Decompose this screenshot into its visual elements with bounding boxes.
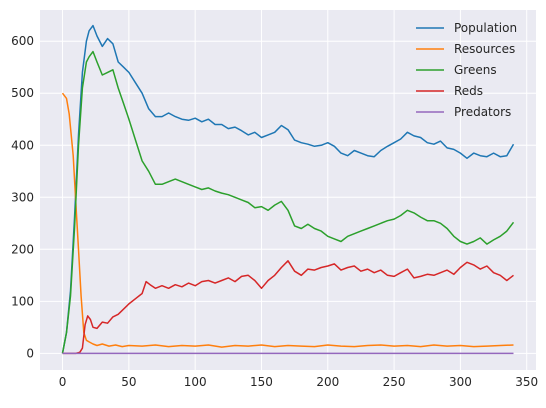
y-tick-label: 500 bbox=[11, 86, 34, 100]
y-tick-label: 0 bbox=[26, 346, 34, 360]
series-line-greens bbox=[61, 50, 515, 354]
legend-label-reds: Reds bbox=[454, 84, 483, 98]
legend-label-population: Population bbox=[454, 21, 517, 35]
y-tick-label: 200 bbox=[11, 242, 34, 256]
y-axis-ticks: 0 100 200 300 400 500 600 bbox=[11, 34, 536, 360]
x-axis-ticks: 0 50 100 150 200 250 300 350 bbox=[59, 10, 538, 389]
legend-label-resources: Resources bbox=[454, 42, 515, 56]
series-lines bbox=[61, 24, 515, 355]
x-tick-label: 250 bbox=[383, 375, 406, 389]
x-tick-label: 50 bbox=[121, 375, 136, 389]
series-line-reds bbox=[62, 260, 514, 355]
legend-label-predators: Predators bbox=[454, 105, 511, 119]
legend-label-greens: Greens bbox=[454, 63, 497, 77]
y-tick-label: 400 bbox=[11, 138, 34, 152]
y-tick-label: 600 bbox=[11, 34, 34, 48]
x-tick-label: 200 bbox=[316, 375, 339, 389]
legend: Population Resources Greens Reds Predators bbox=[416, 21, 517, 119]
series-line-resources bbox=[61, 92, 514, 348]
x-tick-label: 350 bbox=[515, 375, 538, 389]
x-tick-label: 100 bbox=[184, 375, 207, 389]
x-tick-label: 300 bbox=[449, 375, 472, 389]
y-tick-label: 300 bbox=[11, 190, 34, 204]
y-tick-label: 100 bbox=[11, 294, 34, 308]
x-tick-label: 150 bbox=[250, 375, 273, 389]
series-line-population bbox=[61, 24, 515, 354]
x-tick-label: 0 bbox=[59, 375, 67, 389]
